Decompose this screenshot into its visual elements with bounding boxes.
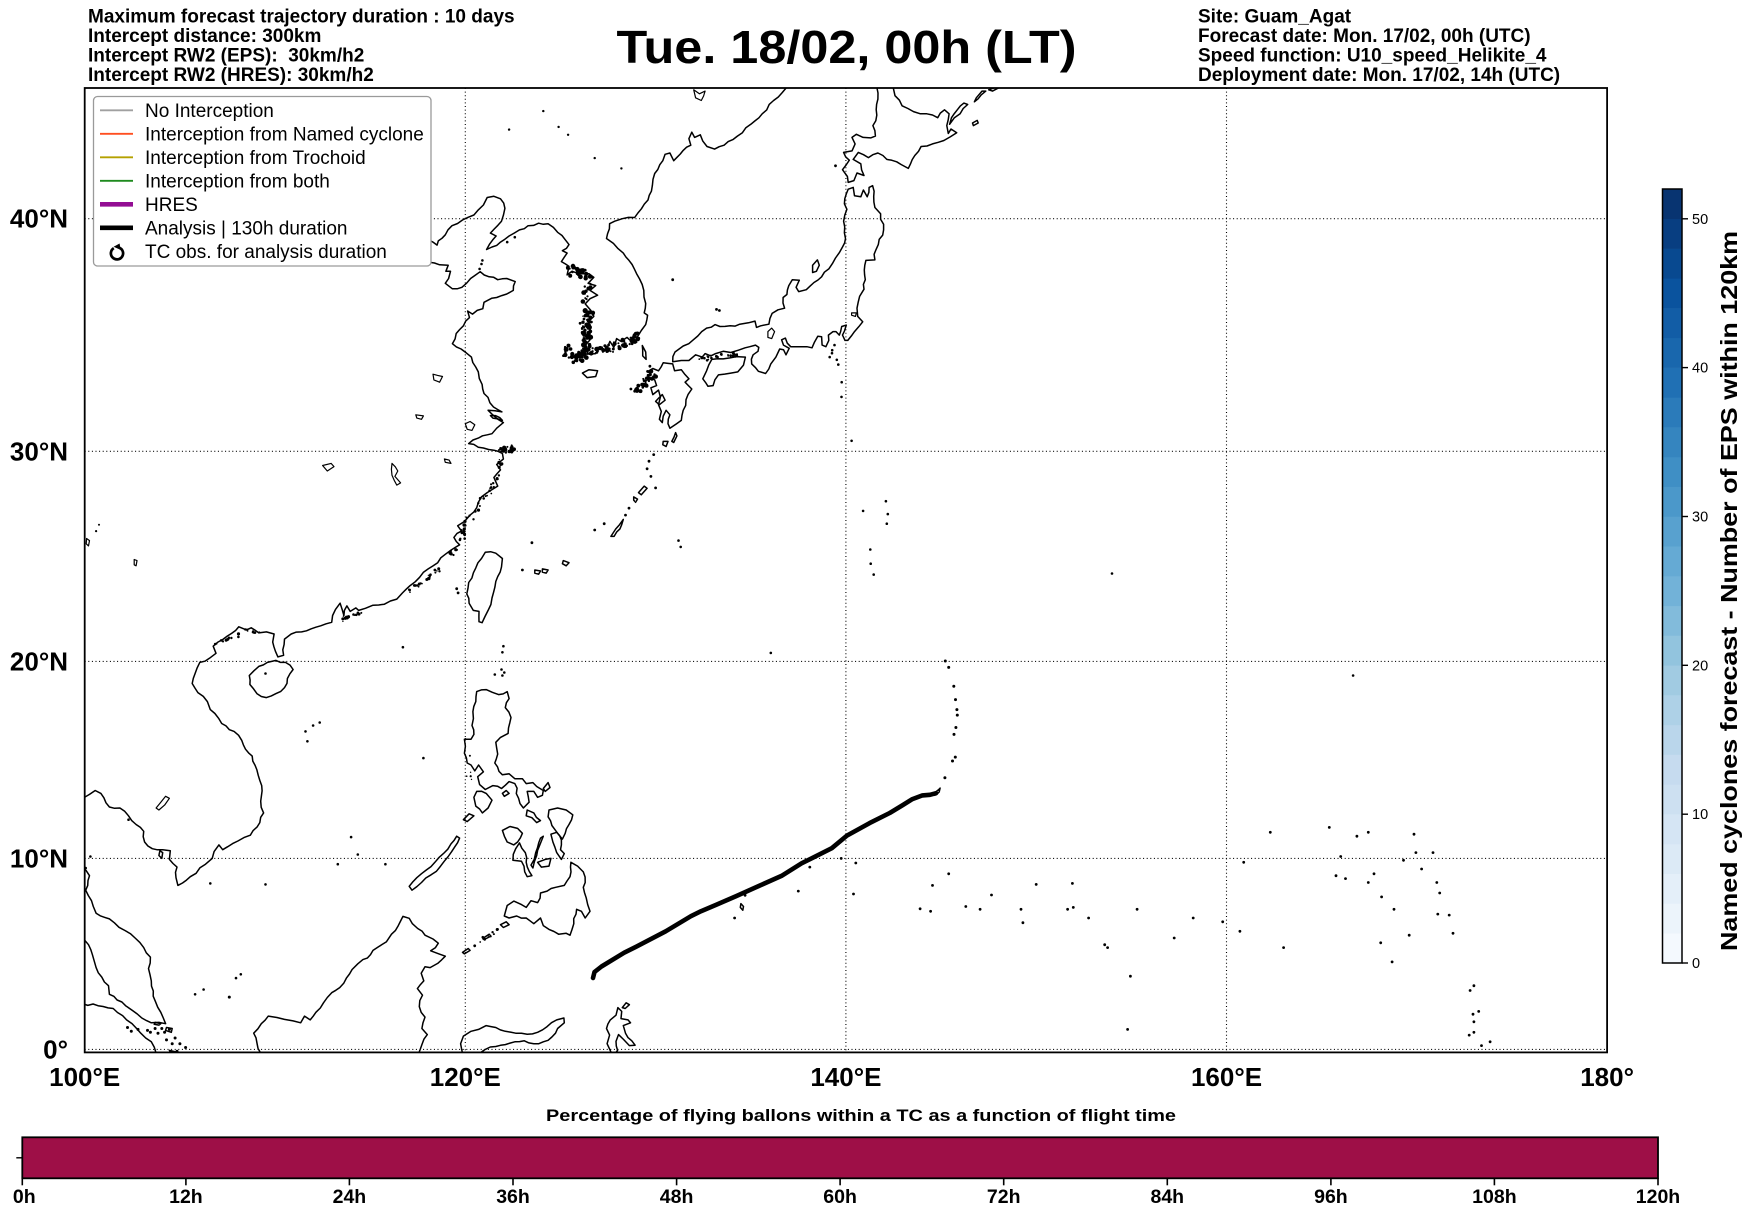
- svg-text:Interception from Trochoid: Interception from Trochoid: [145, 148, 366, 169]
- svg-text:140°E: 140°E: [810, 1062, 881, 1092]
- svg-text:Interception from Named cyclon: Interception from Named cyclone: [145, 124, 424, 145]
- svg-text:HRES: HRES: [145, 195, 198, 216]
- svg-text:30°N: 30°N: [10, 436, 68, 466]
- svg-text:30: 30: [1692, 510, 1708, 526]
- svg-text:40: 40: [1692, 361, 1708, 377]
- svg-text:20: 20: [1692, 658, 1708, 674]
- svg-text:Maximum forecast trajectory du: Maximum forecast trajectory duration : 1…: [88, 7, 515, 28]
- svg-text:120h: 120h: [1636, 1186, 1680, 1208]
- svg-text:Intercept distance: 300km: Intercept distance: 300km: [88, 26, 321, 47]
- svg-text:Analysis | 130h duration: Analysis | 130h duration: [145, 218, 347, 239]
- svg-text:100°E: 100°E: [49, 1062, 120, 1092]
- svg-text:50: 50: [1692, 212, 1708, 228]
- svg-text:36h: 36h: [496, 1186, 530, 1208]
- svg-text:120°E: 120°E: [430, 1062, 501, 1092]
- svg-text:10°N: 10°N: [10, 843, 68, 873]
- svg-text:0: 0: [1692, 956, 1700, 972]
- svg-text:72h: 72h: [987, 1186, 1021, 1208]
- svg-text:84h: 84h: [1150, 1186, 1184, 1208]
- svg-text:60h: 60h: [823, 1186, 857, 1208]
- svg-text:Intercept RW2 (EPS): 30km/h2: Intercept RW2 (EPS): 30km/h2: [88, 46, 364, 67]
- svg-text:0°: 0°: [43, 1034, 68, 1064]
- svg-text:Tue. 18/02, 00h (LT): Tue. 18/02, 00h (LT): [617, 21, 1077, 73]
- svg-text:96h: 96h: [1314, 1186, 1348, 1208]
- svg-text:Intercept RW2 (HRES): 30km/h2: Intercept RW2 (HRES): 30km/h2: [88, 65, 374, 86]
- svg-text:40°N: 40°N: [10, 204, 68, 234]
- svg-text:180°: 180°: [1580, 1062, 1634, 1092]
- svg-text:24h: 24h: [333, 1186, 367, 1208]
- svg-text:12h: 12h: [169, 1186, 203, 1208]
- svg-text:Named cyclones forecast - Numb: Named cyclones forecast - Number of EPS …: [1716, 231, 1742, 951]
- svg-text:Deployment date: Mon. 17/02, 1: Deployment date: Mon. 17/02, 14h (UTC): [1198, 65, 1560, 86]
- svg-text:Forecast date: Mon. 17/02, 00h: Forecast date: Mon. 17/02, 00h (UTC): [1198, 26, 1531, 47]
- svg-text:48h: 48h: [660, 1186, 694, 1208]
- svg-text:160°E: 160°E: [1191, 1062, 1262, 1092]
- svg-text:108h: 108h: [1472, 1186, 1516, 1208]
- svg-text:0h: 0h: [13, 1186, 36, 1208]
- svg-text:Site: Guam_Agat: Site: Guam_Agat: [1198, 7, 1352, 28]
- svg-text:Interception from both: Interception from both: [145, 171, 330, 192]
- svg-text:Speed function: U10_speed_Heli: Speed function: U10_speed_Helikite_4: [1198, 46, 1547, 67]
- svg-text:No Interception: No Interception: [145, 101, 274, 122]
- svg-text:10: 10: [1692, 807, 1708, 823]
- svg-text:Percentage of flying ballons w: Percentage of flying ballons within a TC…: [546, 1106, 1176, 1125]
- svg-text:20°N: 20°N: [10, 646, 68, 676]
- svg-text:TC obs. for analysis duration: TC obs. for analysis duration: [145, 242, 387, 263]
